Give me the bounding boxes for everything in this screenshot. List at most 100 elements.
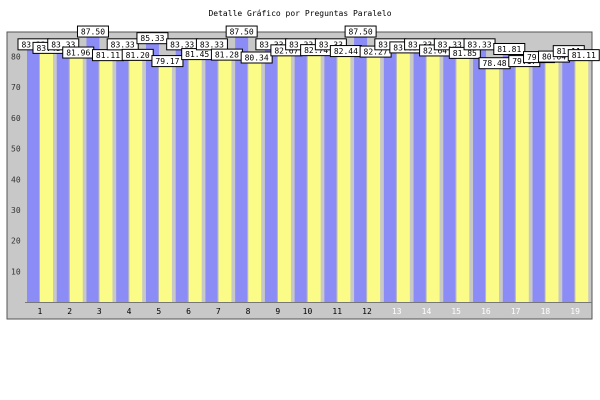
data-label-box <box>76 25 109 38</box>
data-label-series-b: 81.28 <box>210 48 243 61</box>
bar-series-a <box>502 50 516 302</box>
x-tick-label: 9 <box>275 307 280 316</box>
data-label-text: 82.27 <box>364 48 388 57</box>
data-label-series-a: 81.81 <box>493 42 526 55</box>
bar-series-a <box>116 46 130 303</box>
x-tick-label: 6 <box>186 307 191 316</box>
y-tick-label: 80 <box>11 53 21 62</box>
x-tick-label: 11 <box>332 307 342 316</box>
data-label-series-b: 80.34 <box>240 51 273 64</box>
data-label-text: 82.44 <box>334 47 358 56</box>
data-label-series-a: 87.50 <box>225 25 258 38</box>
data-label-box <box>240 51 273 64</box>
bar-series-a <box>443 46 457 303</box>
x-tick-label: 3 <box>97 307 102 316</box>
data-label-box <box>121 48 154 61</box>
bar-series-b <box>456 50 470 302</box>
bar-series-b <box>129 52 143 303</box>
data-label-text: 82.67 <box>274 46 298 55</box>
bar-series-a <box>383 46 397 303</box>
data-label-text: 82.64 <box>423 46 447 55</box>
x-tick-label: 14 <box>422 307 432 316</box>
data-label-text: 85.33 <box>140 34 164 43</box>
data-label-series-a: 83.33 <box>106 38 139 51</box>
data-label-box <box>151 55 184 68</box>
data-label-text: 87.50 <box>349 28 373 37</box>
data-label-text: 87.50 <box>81 28 105 37</box>
data-label-series-a: 87.50 <box>344 25 377 38</box>
data-label-text: 81.11 <box>572 51 596 60</box>
data-label-text: 81.28 <box>215 51 239 60</box>
data-label-series-a: 83.33 <box>463 38 496 51</box>
bar-series-b <box>575 53 589 303</box>
x-tick-label: 18 <box>541 307 551 316</box>
x-tick-label: 15 <box>451 307 461 316</box>
data-label-box <box>493 42 526 55</box>
bar-series-a <box>27 46 40 303</box>
bar-series-b <box>188 52 202 303</box>
y-tick-label: 10 <box>11 267 21 276</box>
x-tick-label: 5 <box>156 307 161 316</box>
bar-series-a <box>264 46 278 303</box>
data-label-text: 81.96 <box>66 49 90 58</box>
bar-series-a <box>354 33 368 303</box>
data-label-text: 83.33 <box>51 40 75 49</box>
bar-series-a <box>532 59 546 303</box>
bar-series-a <box>86 33 100 303</box>
bar-series-b <box>396 45 410 302</box>
data-label-text: 81.81 <box>497 45 521 54</box>
data-label-series-a: 85.33 <box>136 32 169 45</box>
data-label-series-b: 81.11 <box>567 49 600 62</box>
y-tick-label: 40 <box>11 175 21 184</box>
data-label-text: 87.50 <box>230 28 254 37</box>
bar-series-a <box>235 33 249 303</box>
bar-series-b <box>40 45 53 302</box>
x-tick-label: 12 <box>362 307 372 316</box>
bar-series-b <box>486 61 500 302</box>
x-tick-label: 13 <box>392 307 402 316</box>
data-label-series-b: 81.11 <box>91 49 124 62</box>
bar-series-b <box>307 48 321 302</box>
data-label-text: 78.48 <box>483 59 507 68</box>
x-tick-label: 16 <box>481 307 491 316</box>
data-label-text: 83.33 <box>319 40 343 49</box>
data-label-text: 81.85 <box>453 49 477 58</box>
bar-series-a <box>145 40 159 302</box>
bar-series-b <box>545 54 559 302</box>
y-tick-label: 60 <box>11 114 21 123</box>
y-tick-label: 20 <box>11 237 21 246</box>
data-label-series-b: 78.48 <box>478 57 511 70</box>
bar-series-b <box>426 48 440 303</box>
x-tick-label: 19 <box>570 307 580 316</box>
data-label-text: 83.33 <box>438 40 462 49</box>
x-tick-label: 7 <box>216 307 221 316</box>
x-tick-label: 1 <box>37 307 42 316</box>
data-label-text: 82.74 <box>304 46 328 55</box>
data-label-series-b: 81.96 <box>62 46 95 59</box>
data-label-text: 81.20 <box>126 51 150 60</box>
bar-series-a <box>175 46 189 303</box>
x-tick-label: 17 <box>511 307 521 316</box>
data-label-box <box>567 49 600 62</box>
y-tick-label: 70 <box>11 83 21 92</box>
bar-series-b <box>248 55 262 302</box>
bar-series-b <box>69 50 83 303</box>
x-tick-label: 4 <box>127 307 132 316</box>
bar-series-a <box>413 46 427 303</box>
x-tick-label: 8 <box>246 307 251 316</box>
data-label-series-b: 81.20 <box>121 48 154 61</box>
y-tick-label: 30 <box>11 206 21 215</box>
data-label-series-b: 79.17 <box>151 55 184 68</box>
data-label-text: 83.33 <box>111 40 135 49</box>
data-label-text: 83.33 <box>170 40 194 49</box>
data-label-text: 83.33 <box>200 40 224 49</box>
bar-series-a <box>562 53 576 303</box>
data-label-text: 83.33 <box>468 40 492 49</box>
bar-series-b <box>158 59 172 303</box>
data-label-series-a: 87.50 <box>76 25 109 38</box>
data-label-box <box>225 25 258 38</box>
bar-series-a <box>56 46 70 303</box>
data-label-text: 80.34 <box>245 54 269 63</box>
bar-series-b <box>515 59 529 303</box>
